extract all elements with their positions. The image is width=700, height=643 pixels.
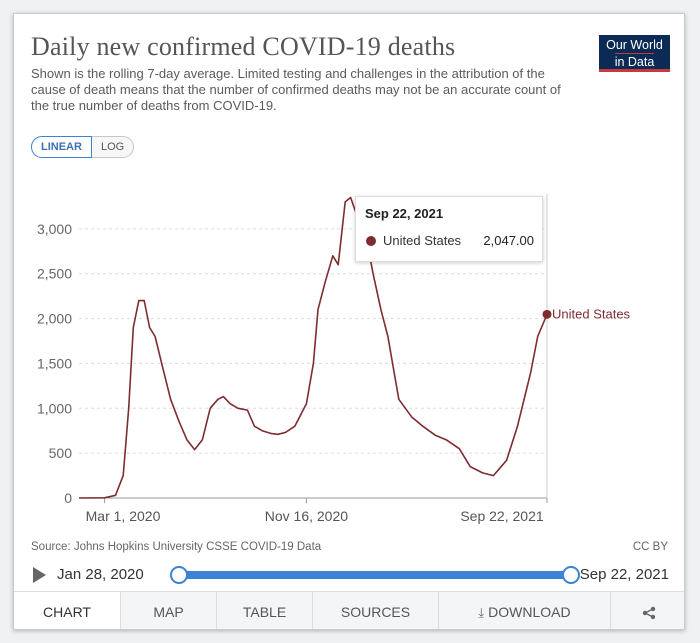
timeline-start-date: Jan 28, 2020 [57,566,144,583]
tooltip-value: 2,047.00 [483,233,534,248]
grid-lines [79,228,547,499]
play-icon[interactable] [33,567,46,583]
tab-download-label: DOWNLOAD [488,604,571,620]
tab-map[interactable]: MAP [121,592,217,629]
license-note[interactable]: CC BY [632,541,668,553]
logo-line-1: Our World [606,38,663,52]
chart-title: Daily new confirmed COVID-19 deaths [31,32,456,61]
x-tick-label: Sep 22, 2021 [460,508,544,524]
chart-card: Daily new confirmed COVID-19 deaths Show… [13,13,685,630]
tooltip-series-name: United States [383,233,462,248]
share-icon [642,607,655,620]
timeline-end-handle[interactable] [562,566,580,584]
timeline-control: Jan 28, 2020 Sep 22, 2021 [31,563,671,587]
series-end-marker[interactable] [542,309,552,319]
owid-logo[interactable]: Our World in Data [599,35,670,72]
scale-toggle: LINEAR LOG [31,136,135,158]
y-tick-label: 2,500 [37,266,72,282]
y-axis-ticks: 0 500 1,000 1,500 2,000 2,500 3,000 [37,221,72,506]
logo-accent-strip [599,69,670,72]
line-chart: 0 500 1,000 1,500 2,000 2,500 3,000 Mar 1, 202… [37,194,631,524]
logo-line-2: in Data [614,53,655,69]
source-note[interactable]: Source: Johns Hopkins University CSSE CO… [31,541,322,553]
tab-table[interactable]: TABLE [217,592,313,629]
timeline-end-date: Sep 22, 2021 [579,566,669,583]
tooltip-date: Sep 22, 2021 [365,206,444,221]
download-icon: ⤓ [478,605,485,620]
tab-share[interactable] [611,592,684,629]
tab-download[interactable]: ⤓ DOWNLOAD [439,592,611,629]
chart-subtitle: Shown is the rolling 7-day average. Limi… [31,66,561,113]
y-tick-label: 1,500 [37,355,72,371]
x-axis: Mar 1, 2020 Nov 16, 2020 Sep 22, 2021 [86,194,548,524]
y-tick-label: 1,000 [37,400,72,416]
hover-tooltip: Sep 22, 2021 United States 2,047.00 [355,196,543,262]
tab-chart[interactable]: CHART [14,592,121,629]
linear-scale-button[interactable]: LINEAR [31,136,92,158]
x-tick-label: Nov 16, 2020 [265,508,348,524]
log-scale-button[interactable]: LOG [91,136,135,158]
tab-sources[interactable]: SOURCES [313,592,439,629]
x-tick-label: Mar 1, 2020 [86,508,161,524]
timeline-start-handle[interactable] [170,566,188,584]
series-end-label[interactable]: United States [552,306,631,321]
bottom-tab-bar: CHART MAP TABLE SOURCES ⤓ DOWNLOAD [14,591,684,629]
timeline-selected-range [179,571,571,579]
y-tick-label: 500 [49,445,73,461]
tooltip-series-dot [366,236,376,246]
y-tick-label: 0 [64,490,72,506]
y-tick-label: 2,000 [37,311,72,327]
y-tick-label: 3,000 [37,221,72,237]
series-line-united-states[interactable] [78,196,548,499]
